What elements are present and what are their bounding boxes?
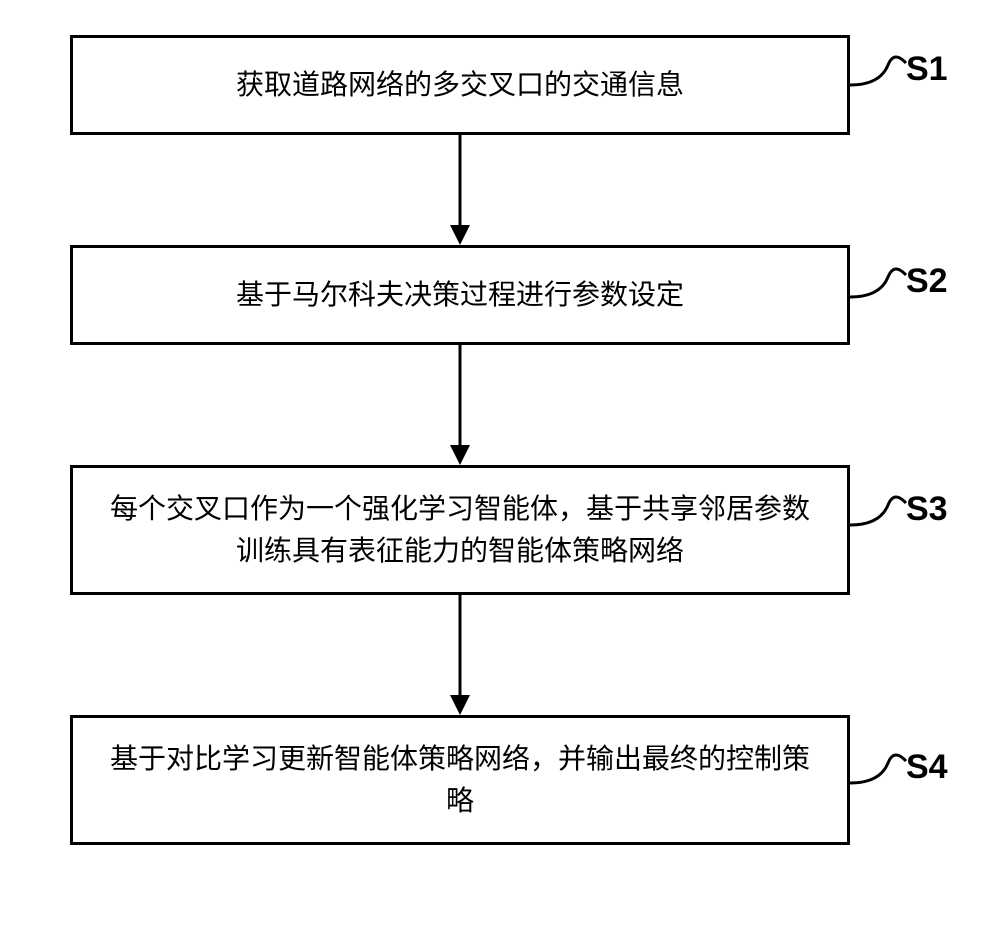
arrow-s3-s4 (70, 595, 850, 715)
node-text-s1: 获取道路网络的多交叉口的交通信息 (236, 64, 684, 106)
flowchart-container: 获取道路网络的多交叉口的交通信息 基于马尔科夫决策过程进行参数设定 每个交叉口作… (70, 35, 850, 845)
connector-s2 (850, 257, 908, 312)
arrow-s1-s2 (70, 135, 850, 245)
step-label-s3: S3 (906, 490, 948, 529)
arrow-icon (440, 595, 480, 715)
step-label-s2: S2 (906, 262, 948, 301)
flowchart-node-s2: 基于马尔科夫决策过程进行参数设定 (70, 245, 850, 345)
node-text-s2: 基于马尔科夫决策过程进行参数设定 (236, 274, 684, 316)
connector-s3 (850, 485, 908, 540)
step-label-s1: S1 (906, 50, 948, 89)
connector-s4 (850, 743, 908, 798)
node-text-s3: 每个交叉口作为一个强化学习智能体，基于共享邻居参数训练具有表征能力的智能体策略网… (103, 488, 817, 572)
arrow-icon (440, 345, 480, 465)
node-text-s4: 基于对比学习更新智能体策略网络，并输出最终的控制策略 (103, 738, 817, 822)
step-label-s4: S4 (906, 748, 948, 787)
arrow-icon (440, 135, 480, 245)
flowchart-node-s4: 基于对比学习更新智能体策略网络，并输出最终的控制策略 (70, 715, 850, 845)
flowchart-node-s1: 获取道路网络的多交叉口的交通信息 (70, 35, 850, 135)
connector-s1 (850, 45, 908, 100)
arrow-s2-s3 (70, 345, 850, 465)
flowchart-node-s3: 每个交叉口作为一个强化学习智能体，基于共享邻居参数训练具有表征能力的智能体策略网… (70, 465, 850, 595)
